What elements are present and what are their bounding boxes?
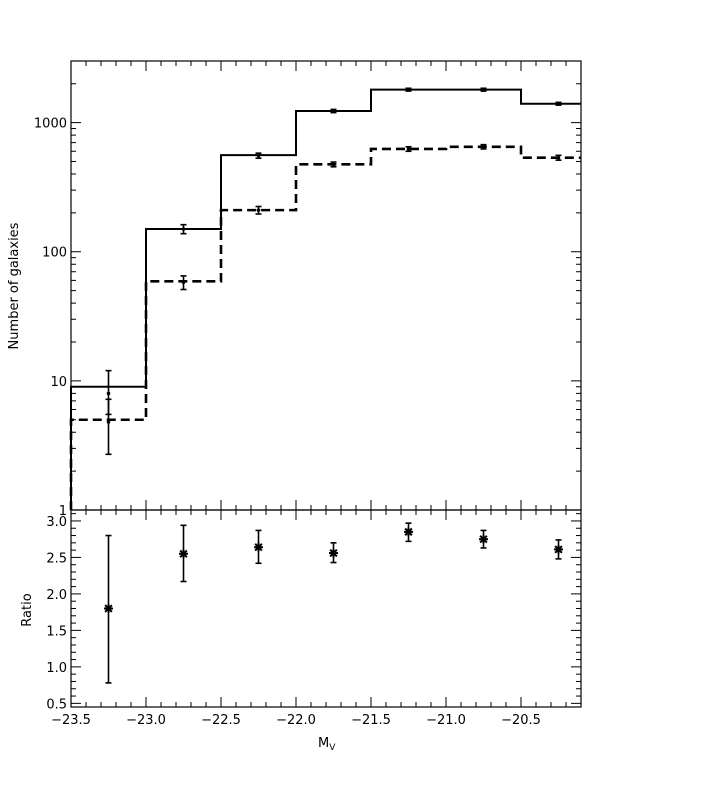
x-tick-label: −21.5 — [351, 713, 391, 728]
ratio-marker — [329, 548, 338, 558]
data-point — [406, 87, 411, 92]
ratio-panel: −23.5 −23.0 −22.5 −22.0 −21.5 −21.0 −20.5 0.5 1.… — [46, 509, 582, 728]
data-point — [106, 391, 111, 396]
data-point — [481, 87, 486, 92]
data-point — [331, 109, 336, 113]
x-tick-label: −22.0 — [276, 713, 316, 728]
top-y-tick-label: 1 — [59, 504, 67, 519]
histogram-dashed — [69, 145, 581, 510]
x-tick-label: −23.0 — [126, 713, 166, 728]
x-tick-label: −22.5 — [201, 713, 241, 728]
bottom-y-tick-label: 2.0 — [46, 588, 67, 603]
data-point — [256, 153, 261, 158]
top-plot-frame — [70, 60, 582, 511]
ratio-marker — [254, 543, 263, 552]
data-point — [556, 155, 561, 160]
ratio-marker — [104, 604, 113, 613]
histogram-panel: 1 10 100 1000 — [34, 60, 582, 519]
x-tick-label: −20.5 — [501, 713, 541, 728]
bottom-y-axis-label: Ratio — [20, 593, 35, 626]
bottom-y-tick-label: 1.0 — [46, 661, 67, 676]
ratio-marker — [554, 545, 563, 554]
x-tick-label: −23.5 — [51, 713, 91, 728]
x-axis-label-subscript: V — [329, 743, 336, 753]
ratio-marker — [404, 527, 413, 536]
data-point — [406, 147, 411, 151]
data-point — [556, 101, 561, 106]
data-point — [481, 144, 486, 149]
data-point — [181, 227, 186, 231]
data-point — [331, 162, 336, 167]
x-tick-label: −21.0 — [426, 713, 466, 728]
bottom-y-tick-label: 3.0 — [46, 515, 67, 530]
ratio-marker — [179, 549, 188, 558]
data-point — [181, 280, 186, 285]
bottom-y-tick-label: 1.5 — [46, 624, 67, 639]
top-y-axis-label: Number of galaxies — [7, 222, 22, 349]
data-point — [256, 208, 261, 212]
top-y-tick-label: 100 — [42, 246, 67, 261]
histogram-solid — [70, 88, 581, 510]
bottom-y-tick-label: 0.5 — [46, 697, 67, 712]
bottom-plot-frame — [70, 509, 582, 708]
data-point — [106, 420, 111, 424]
x-axis-label: MV — [318, 736, 336, 753]
x-axis-label-main: M — [318, 736, 329, 751]
top-y-tick-label: 1000 — [34, 117, 67, 132]
top-y-tick-label: 10 — [50, 375, 67, 390]
bottom-y-tick-label: 2.5 — [46, 551, 67, 566]
ratio-marker — [479, 535, 488, 544]
